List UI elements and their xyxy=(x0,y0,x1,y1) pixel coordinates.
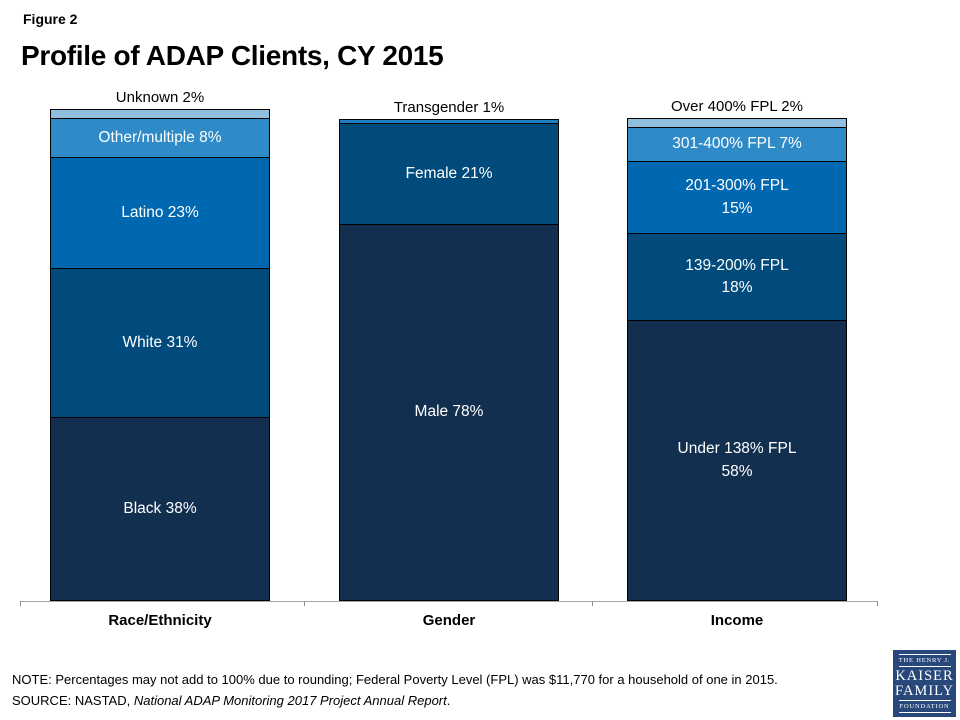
logo-line-foundation: FOUNDATION xyxy=(899,703,950,711)
source-prefix: SOURCE: NASTAD, xyxy=(12,693,134,708)
bar-segment: 201-300% FPL 15% xyxy=(627,162,847,234)
footer-notes: NOTE: Percentages may not add to 100% du… xyxy=(12,669,892,711)
bar-segment: Female 21% xyxy=(339,124,559,225)
bar-segment: Under 138% FPL 58% xyxy=(627,321,847,601)
bar-stack: 301-400% FPL 7% 201-300% FPL 15% 139-200% … xyxy=(627,118,847,601)
bar-race-ethnicity: Unknown 2% Other/multiple 8% Latino 23% Wh… xyxy=(50,89,270,601)
segment-label: Male 78% xyxy=(414,403,484,421)
segment-label: 139-200% FPL 18% xyxy=(685,256,789,296)
segment-label: Black 38% xyxy=(123,499,197,517)
axis-tick xyxy=(877,601,878,606)
logo-rule xyxy=(898,665,951,667)
segment-label: Other/multiple 8% xyxy=(98,128,222,146)
source-suffix: . xyxy=(446,693,451,708)
segment-label: 301-400% FPL 7% xyxy=(672,135,802,153)
axis-tick xyxy=(304,601,305,606)
bar-stack: Female 21% Male 78% xyxy=(339,119,559,601)
bar-segment: White 31% xyxy=(50,269,270,418)
figure-label: Figure 2 xyxy=(23,11,78,27)
page-title: Profile of ADAP Clients, CY 2015 xyxy=(21,40,444,71)
logo-line-family: FAMILY xyxy=(894,683,955,700)
source-text: SOURCE: NASTAD, National ADAP Monitoring… xyxy=(12,690,892,711)
bar-segment: 139-200% FPL 18% xyxy=(627,234,847,321)
axis-tick xyxy=(20,601,21,606)
logo-rule xyxy=(898,654,951,655)
bar-segment: Other/multiple 8% xyxy=(50,119,270,158)
bar-segment: Male 78% xyxy=(339,225,559,601)
bar-income: Over 400% FPL 2% 301-400% FPL 7% 201-300%… xyxy=(627,98,847,601)
kff-logo: THE HENRY J. KAISER FAMILY FOUNDATION xyxy=(893,650,956,717)
logo-line-henry: THE HENRY J. xyxy=(898,656,951,664)
note-text: NOTE: Percentages may not add to 100% du… xyxy=(12,672,778,687)
logo-rule xyxy=(898,700,951,702)
category-label-race: Race/Ethnicity xyxy=(108,612,212,629)
logo-line-kaiser: KAISER xyxy=(895,667,954,684)
source-title: National ADAP Monitoring 2017 Project An… xyxy=(133,693,447,708)
bar-top-label: Transgender 1% xyxy=(393,99,505,116)
bar-segment: Latino 23% xyxy=(50,158,270,269)
segment-label: White 31% xyxy=(122,333,198,351)
bar-segment xyxy=(627,118,847,128)
bar-segment xyxy=(339,119,559,124)
bar-segment: 301-400% FPL 7% xyxy=(627,128,847,162)
bar-top-label: Over 400% FPL 2% xyxy=(670,98,803,115)
segment-label: Female 21% xyxy=(405,164,493,182)
axis-tick xyxy=(592,601,593,606)
category-label-income: Income xyxy=(710,612,764,629)
segment-label: Under 138% FPL 58% xyxy=(677,440,797,480)
bar-segment: Black 38% xyxy=(50,418,270,601)
bar-gender: Transgender 1% Female 21% Male 78% xyxy=(339,99,559,601)
bar-stack: Other/multiple 8% Latino 23% White 31% Blac… xyxy=(50,109,270,601)
segment-label: 201-300% FPL 15% xyxy=(685,177,789,217)
category-label-gender: Gender xyxy=(422,612,476,629)
x-axis-line xyxy=(20,601,878,602)
segment-label: Latino 23% xyxy=(121,203,199,221)
bar-top-label: Unknown 2% xyxy=(115,89,205,106)
logo-rule xyxy=(898,711,951,713)
bar-segment xyxy=(50,109,270,119)
